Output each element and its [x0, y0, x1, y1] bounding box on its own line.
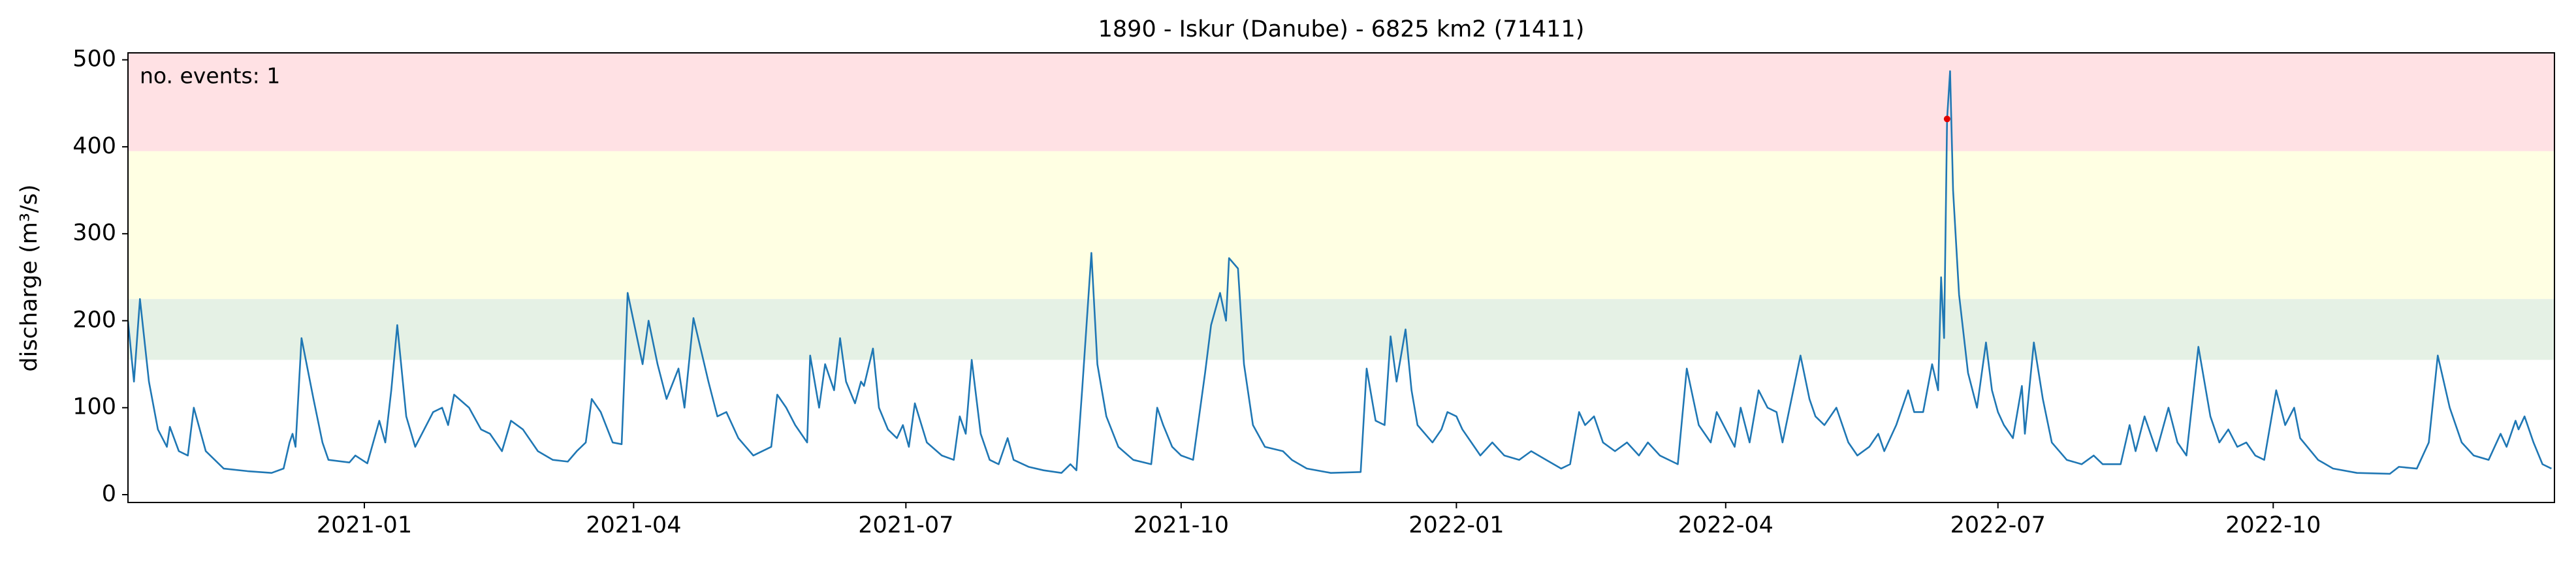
x-tick-label: 2021-04: [586, 512, 681, 538]
y-tick-label: 100: [72, 394, 116, 420]
x-tick-label: 2022-04: [1678, 512, 1773, 538]
threshold-band: [128, 151, 2554, 300]
event-count-annotation: no. events: 1: [140, 63, 280, 89]
plot-frame: [127, 52, 2555, 503]
x-tick-label: 2021-10: [1134, 512, 1229, 538]
x-tick-label: 2022-07: [1950, 512, 2046, 538]
chart-title: 1890 - Iskur (Danube) - 6825 km2 (71411): [1098, 16, 1585, 42]
x-tick-label: 2022-10: [2225, 512, 2321, 538]
x-tick-label: 2021-07: [858, 512, 953, 538]
y-tick-label: 300: [72, 220, 116, 246]
event-point: [1943, 116, 1950, 123]
y-tick-label: 500: [72, 46, 116, 72]
threshold-bands: [128, 53, 2554, 360]
threshold-band: [128, 299, 2554, 360]
threshold-band: [128, 53, 2554, 151]
y-tick-label: 400: [72, 133, 116, 159]
y-axis-label: discharge (m³/s): [16, 184, 42, 371]
discharge-line: [127, 70, 2552, 475]
x-tick-label: 2022-01: [1408, 512, 1504, 538]
x-tick-label: 2021-01: [317, 512, 412, 538]
y-tick-label: 0: [102, 481, 116, 507]
y-tick-label: 200: [72, 307, 116, 333]
